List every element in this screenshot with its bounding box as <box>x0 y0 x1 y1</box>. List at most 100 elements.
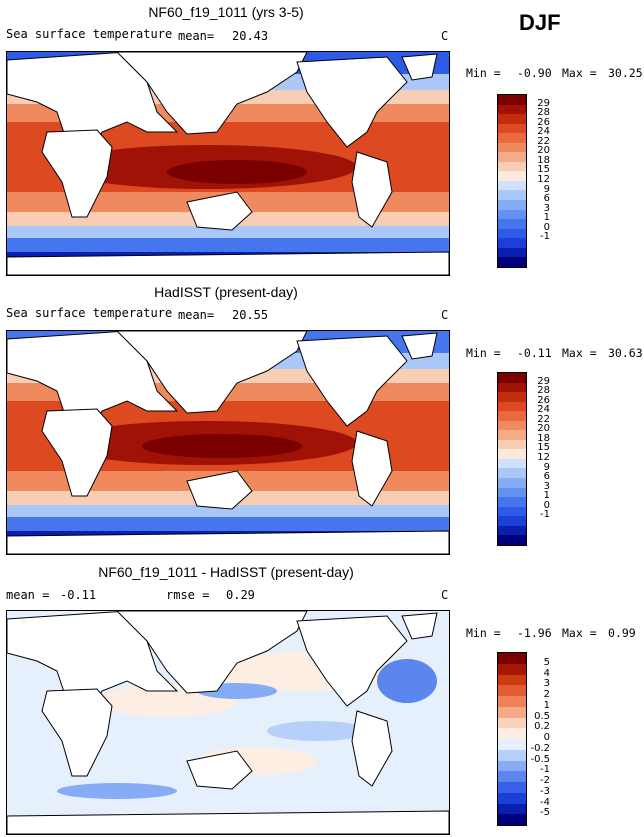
antarctica <box>7 530 449 554</box>
panel1-map <box>6 51 450 276</box>
panel2-field-label: Sea surface temperature <box>6 306 173 320</box>
panel3-colorbar <box>497 652 527 826</box>
colorbar-swatch <box>498 171 526 181</box>
south-america <box>351 430 393 507</box>
colorbar-swatch <box>498 706 526 718</box>
colorbar-swatch <box>498 439 526 450</box>
north-america <box>296 615 408 707</box>
panel1-mean-value: 20.43 <box>232 29 269 43</box>
colorbar-tick-label: 1 <box>543 212 550 224</box>
colorbar-swatch <box>498 104 526 115</box>
panel3-mean-value: -0.11 <box>60 588 97 602</box>
colorbar-tick-label: 28 <box>537 107 550 119</box>
colorbar-tick-label: 15 <box>537 442 550 454</box>
colorbar-swatch <box>498 373 526 383</box>
colorbar-tick-label: 0.2 <box>534 721 550 733</box>
panel2-max-value: 30.63 <box>608 346 643 360</box>
colorbar-swatch <box>498 663 526 675</box>
colorbar-tick-label: -1 <box>540 764 550 776</box>
colorbar-swatch <box>498 685 526 696</box>
colorbar-swatch <box>498 487 526 498</box>
colorbar-swatch <box>498 430 526 440</box>
panel1-max-value: 30.25 <box>608 66 643 80</box>
colorbar-swatch <box>498 803 526 815</box>
colorbar-swatch <box>498 792 526 804</box>
colorbar-swatch <box>498 739 526 750</box>
colorbar-swatch <box>498 95 526 105</box>
colorbar-swatch <box>498 238 526 248</box>
panel3-max-label: Max = <box>562 626 597 640</box>
colorbar-tick-label: 6 <box>543 193 550 205</box>
greenland <box>401 53 438 81</box>
panel1-max-label: Max = <box>562 66 597 80</box>
australia <box>186 750 253 790</box>
colorbar-swatch <box>498 161 526 172</box>
colorbar-swatch <box>498 152 526 162</box>
africa <box>41 129 113 218</box>
panel2-colorbar <box>497 372 527 546</box>
colorbar-tick-label: 12 <box>537 174 550 185</box>
colorbar-swatch <box>498 728 526 739</box>
colorbar-swatch <box>498 525 526 536</box>
colorbar-tick-label: 9 <box>543 461 550 473</box>
colorbar-swatch <box>498 180 526 191</box>
colorbar-swatch <box>498 674 526 686</box>
colorbar-tick-label: 6 <box>543 471 550 483</box>
colorbar-swatch <box>498 478 526 488</box>
colorbar-swatch <box>498 497 526 507</box>
colorbar-swatch <box>498 190 526 201</box>
panel1-field-label: Sea surface temperature <box>6 27 173 41</box>
panel1-title: NF60_f19_1011 (yrs 3-5) <box>148 4 304 20</box>
antarctica <box>7 810 449 834</box>
colorbar-swatch <box>498 114 526 124</box>
colorbar-tick-label: 18 <box>537 154 550 166</box>
colorbar-swatch <box>498 392 526 402</box>
colorbar-tick-label: 5 <box>543 656 550 668</box>
diff-cool-atlantic <box>377 659 437 703</box>
colorbar-swatch <box>498 468 526 479</box>
colorbar-tick-label: 24 <box>537 126 550 138</box>
colorbar-swatch <box>498 401 526 412</box>
panel1-min-value: -0.90 <box>517 66 552 80</box>
panel3-colorbar-ticks: 5 4 3 2 1 0.5 0.2 0 -0.2 -0.5 -1 -2 -3 -4 -5 <box>528 652 550 824</box>
panel2-min-value: -0.11 <box>517 346 552 360</box>
colorbar-swatch <box>498 209 526 220</box>
warm-pool-core <box>167 160 307 184</box>
diff-cool-southern <box>57 783 177 799</box>
colorbar-swatch <box>498 257 526 267</box>
colorbar-swatch <box>498 506 526 517</box>
panel3-min-value: -1.96 <box>517 626 552 640</box>
greenland <box>401 612 438 640</box>
panel3-rmse-value: 0.29 <box>226 588 255 602</box>
colorbar-tick-label: 18 <box>537 432 550 444</box>
panel2-map <box>6 330 450 555</box>
colorbar-tick-label: 12 <box>537 452 550 463</box>
panel3-units: C <box>441 588 449 602</box>
season-label: DJF <box>519 10 561 35</box>
colorbar-swatch <box>498 123 526 134</box>
panel2-units: C <box>441 308 449 322</box>
colorbar-swatch <box>498 535 526 545</box>
colorbar-swatch <box>498 458 526 469</box>
australia <box>186 470 253 510</box>
colorbar-swatch <box>498 516 526 526</box>
colorbar-tick-label: -4 <box>540 796 550 808</box>
colorbar-tick-label: -2 <box>540 775 550 786</box>
band-sh-cool <box>7 505 449 517</box>
colorbar-swatch <box>498 717 526 729</box>
colorbar-tick-label: -0.2 <box>530 742 550 754</box>
colorbar-swatch <box>498 142 526 153</box>
colorbar-tick-label: 4 <box>543 667 550 679</box>
colorbar-tick-label: -0.5 <box>530 753 550 765</box>
colorbar-swatch <box>498 219 526 229</box>
colorbar-tick-label: 9 <box>543 183 550 195</box>
colorbar-swatch <box>498 653 526 664</box>
colorbar-tick-label: 0 <box>543 732 550 743</box>
colorbar-tick-label: 29 <box>537 375 550 387</box>
colorbar-swatch <box>498 749 526 761</box>
panel1-mean-label: mean= <box>178 29 215 43</box>
panel2-mean-label: mean= <box>178 308 215 322</box>
colorbar-swatch <box>498 382 526 393</box>
colorbar-swatch <box>498 228 526 239</box>
panel2-title: HadISST (present-day) <box>154 284 298 300</box>
